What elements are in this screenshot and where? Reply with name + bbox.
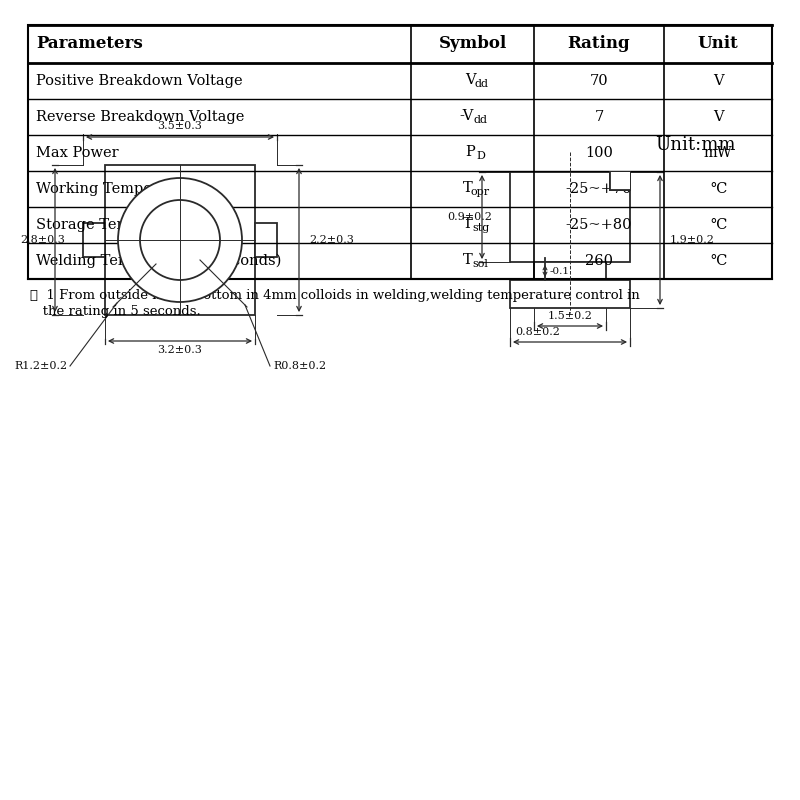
Text: 2.8±0.3: 2.8±0.3 xyxy=(20,235,65,245)
Text: Working Temperature: Working Temperature xyxy=(36,182,198,196)
Bar xyxy=(255,223,277,257)
Text: 7: 7 xyxy=(594,110,604,124)
Text: 100: 100 xyxy=(585,146,613,160)
Text: T: T xyxy=(462,181,473,194)
Text: -25~+80: -25~+80 xyxy=(566,218,632,232)
Text: -V: -V xyxy=(459,109,474,122)
Bar xyxy=(510,172,630,262)
Text: Welding Temperature(5 seconds): Welding Temperature(5 seconds) xyxy=(36,254,282,268)
Text: Unit:mm: Unit:mm xyxy=(654,136,735,154)
Bar xyxy=(610,172,630,190)
Text: the rating in 5 seconds.: the rating in 5 seconds. xyxy=(30,305,201,318)
Bar xyxy=(28,25,772,279)
Text: T: T xyxy=(462,253,473,266)
Text: 70: 70 xyxy=(590,74,608,88)
Text: -0.1: -0.1 xyxy=(550,266,570,275)
Text: Unit: Unit xyxy=(698,35,738,53)
Text: -25~+70: -25~+70 xyxy=(566,182,632,196)
Ellipse shape xyxy=(140,200,220,280)
Text: V: V xyxy=(713,110,723,124)
Text: Symbol: Symbol xyxy=(438,35,506,53)
Text: P: P xyxy=(466,145,475,158)
Text: 3.2±0.3: 3.2±0.3 xyxy=(158,345,202,355)
Bar xyxy=(105,165,255,315)
Text: R1.2±0.2: R1.2±0.2 xyxy=(15,361,68,371)
Text: ℃: ℃ xyxy=(710,254,726,268)
Text: T: T xyxy=(462,217,473,230)
Text: R0.8±0.2: R0.8±0.2 xyxy=(273,361,326,371)
Text: V: V xyxy=(713,74,723,88)
Text: 260: 260 xyxy=(585,254,613,268)
Text: ℃: ℃ xyxy=(710,182,726,196)
Text: 1.5±0.2: 1.5±0.2 xyxy=(547,311,593,321)
Text: opr: opr xyxy=(471,187,490,197)
Ellipse shape xyxy=(118,178,242,302)
Text: dd: dd xyxy=(474,79,489,89)
Text: Reverse Breakdown Voltage: Reverse Breakdown Voltage xyxy=(36,110,244,124)
Text: 0.9±0.2: 0.9±0.2 xyxy=(447,212,492,222)
Text: stg: stg xyxy=(472,223,489,233)
Text: 0.8±0.2: 0.8±0.2 xyxy=(515,327,560,337)
Text: Max Power: Max Power xyxy=(36,146,118,160)
Bar xyxy=(610,172,630,190)
Text: D: D xyxy=(476,151,485,161)
Bar xyxy=(510,280,630,308)
Text: dd: dd xyxy=(474,115,487,125)
Bar xyxy=(534,262,606,280)
Text: ℃: ℃ xyxy=(710,218,726,232)
Text: V: V xyxy=(466,73,476,86)
Text: 3.5±0.3: 3.5±0.3 xyxy=(158,121,202,131)
Text: Parameters: Parameters xyxy=(36,35,142,53)
Text: Positive Breakdown Voltage: Positive Breakdown Voltage xyxy=(36,74,242,88)
Text: 1.9±0.2: 1.9±0.2 xyxy=(670,235,715,245)
Text: Rating: Rating xyxy=(568,35,630,53)
Text: ※1: ※1 xyxy=(232,250,243,258)
Text: ※  1 From outside in the bottom in 4mm colloids in welding,welding temperature c: ※ 1 From outside in the bottom in 4mm co… xyxy=(30,289,640,302)
Text: 2.2±0.3: 2.2±0.3 xyxy=(309,235,354,245)
Bar xyxy=(83,223,105,257)
Text: Storage Temperature: Storage Temperature xyxy=(36,218,195,232)
Text: sol: sol xyxy=(473,259,489,269)
Text: mW: mW xyxy=(704,146,733,160)
